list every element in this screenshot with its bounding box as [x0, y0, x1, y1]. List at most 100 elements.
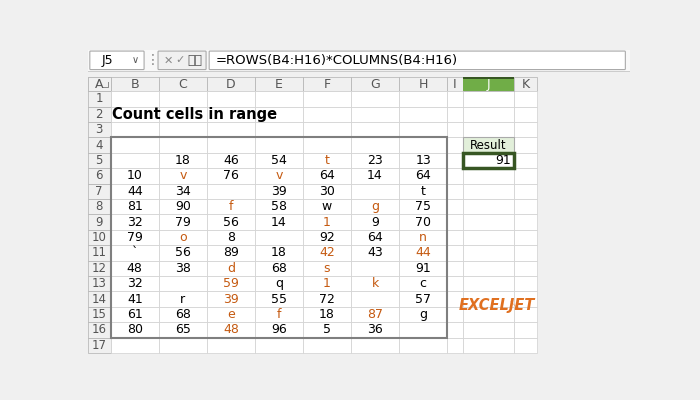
- Bar: [88, 71, 630, 72]
- Bar: [463, 291, 514, 307]
- Bar: [88, 322, 111, 338]
- Bar: [303, 214, 351, 230]
- Bar: [399, 276, 447, 291]
- Bar: [303, 322, 351, 338]
- Bar: [463, 137, 514, 153]
- Bar: [111, 153, 159, 168]
- Bar: [207, 245, 255, 260]
- Text: t: t: [421, 185, 426, 198]
- Text: 1: 1: [323, 277, 331, 290]
- Bar: [463, 122, 514, 137]
- Text: 10: 10: [127, 169, 143, 182]
- Bar: [463, 214, 514, 230]
- Bar: [207, 214, 255, 230]
- Bar: [351, 307, 399, 322]
- Bar: [399, 184, 447, 199]
- Bar: [111, 245, 159, 260]
- Bar: [351, 338, 399, 353]
- Bar: [255, 214, 303, 230]
- Bar: [88, 291, 111, 307]
- Bar: [159, 77, 207, 91]
- Text: 42: 42: [319, 246, 335, 259]
- Bar: [303, 106, 351, 122]
- Bar: [88, 230, 111, 245]
- Bar: [88, 199, 111, 214]
- Text: 14: 14: [368, 169, 383, 182]
- Text: H: H: [419, 78, 428, 92]
- Text: I: I: [453, 78, 456, 92]
- Bar: [255, 77, 303, 91]
- Text: f: f: [276, 308, 281, 321]
- Bar: [207, 184, 255, 199]
- Bar: [447, 91, 463, 106]
- Bar: [255, 153, 303, 168]
- Text: 56: 56: [175, 246, 191, 259]
- Bar: [159, 199, 207, 214]
- Text: 38: 38: [175, 262, 191, 275]
- Text: 8: 8: [95, 200, 103, 213]
- Bar: [111, 184, 159, 199]
- Bar: [111, 199, 159, 214]
- Bar: [447, 307, 463, 322]
- Bar: [399, 291, 447, 307]
- Bar: [255, 260, 303, 276]
- Bar: [159, 276, 207, 291]
- Bar: [207, 307, 255, 322]
- Text: 79: 79: [175, 216, 191, 228]
- Bar: [207, 338, 255, 353]
- Bar: [111, 307, 159, 322]
- Bar: [463, 153, 514, 168]
- Bar: [514, 106, 537, 122]
- Bar: [88, 91, 111, 106]
- Text: 43: 43: [368, 246, 383, 259]
- Text: g: g: [419, 308, 427, 321]
- Bar: [463, 184, 514, 199]
- Text: 70: 70: [415, 216, 431, 228]
- Bar: [351, 291, 399, 307]
- Bar: [351, 122, 399, 137]
- Bar: [111, 106, 159, 122]
- Bar: [463, 260, 514, 276]
- Bar: [88, 50, 630, 71]
- Text: ⋮: ⋮: [146, 53, 160, 67]
- Bar: [463, 276, 514, 291]
- Text: 48: 48: [127, 262, 143, 275]
- Text: 59: 59: [223, 277, 239, 290]
- Bar: [255, 322, 303, 338]
- Text: 9: 9: [95, 216, 103, 228]
- Text: 54: 54: [271, 154, 287, 167]
- Bar: [88, 338, 111, 353]
- Text: J5: J5: [102, 54, 113, 67]
- Bar: [303, 122, 351, 137]
- Text: 32: 32: [127, 216, 143, 228]
- Bar: [207, 106, 255, 122]
- Bar: [303, 184, 351, 199]
- Text: 16: 16: [92, 323, 106, 336]
- Bar: [303, 230, 351, 245]
- Bar: [255, 230, 303, 245]
- Bar: [88, 77, 111, 91]
- Text: e: e: [227, 308, 235, 321]
- Text: 5: 5: [323, 323, 331, 336]
- Bar: [514, 153, 537, 168]
- Text: EXCELJET: EXCELJET: [458, 298, 535, 313]
- Bar: [111, 260, 159, 276]
- Text: 68: 68: [175, 308, 191, 321]
- Text: F: F: [323, 78, 330, 92]
- Text: d: d: [227, 262, 235, 275]
- Text: D: D: [226, 78, 236, 92]
- FancyBboxPatch shape: [158, 51, 206, 70]
- Text: w: w: [322, 200, 332, 213]
- Text: 87: 87: [367, 308, 383, 321]
- Bar: [207, 276, 255, 291]
- Bar: [514, 184, 537, 199]
- Text: o: o: [179, 231, 187, 244]
- Bar: [351, 230, 399, 245]
- Bar: [255, 276, 303, 291]
- Bar: [111, 91, 159, 106]
- Bar: [255, 184, 303, 199]
- Bar: [463, 245, 514, 260]
- Text: 8: 8: [227, 231, 235, 244]
- Bar: [255, 122, 303, 137]
- Bar: [159, 230, 207, 245]
